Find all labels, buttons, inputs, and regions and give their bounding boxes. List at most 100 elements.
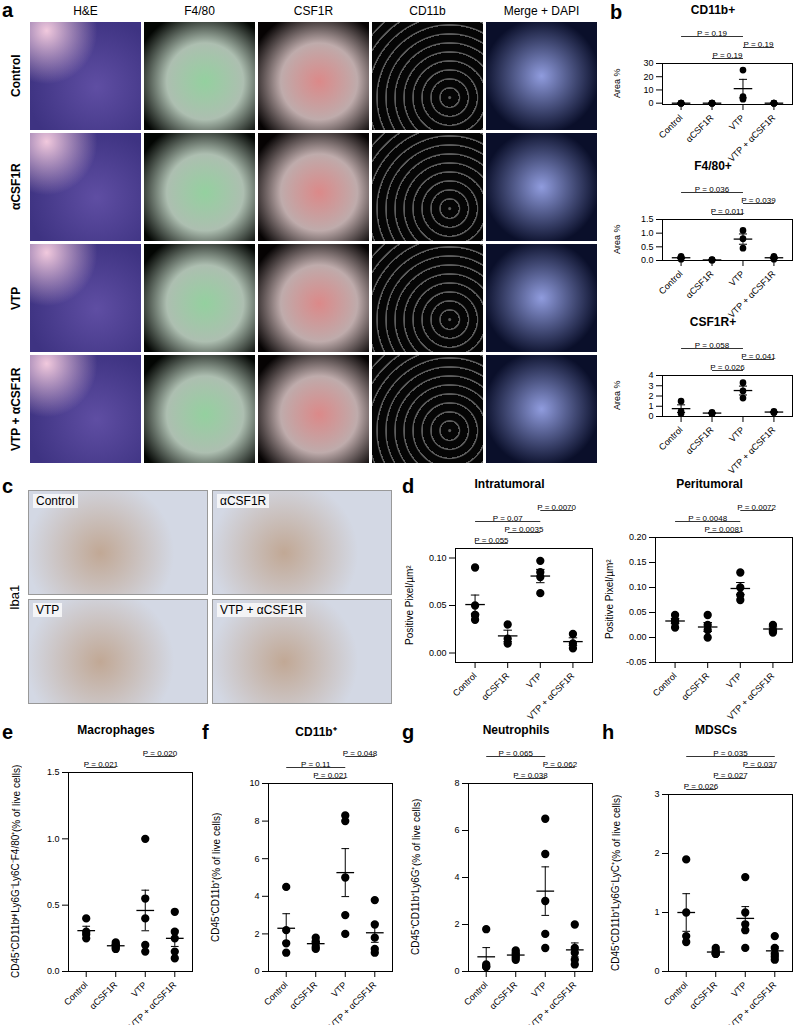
- svg-text:αCSF1R: αCSF1R: [684, 268, 716, 300]
- svg-text:αCSF1R: αCSF1R: [480, 670, 512, 702]
- svg-text:VTP: VTP: [129, 980, 148, 999]
- svg-text:P = 0.07: P = 0.07: [493, 514, 523, 523]
- svg-text:VTP + αCSF1R: VTP + αCSF1R: [527, 979, 578, 1025]
- svg-text:Control: Control: [651, 671, 679, 699]
- svg-text:0.05: 0.05: [629, 607, 647, 617]
- svg-text:0: 0: [648, 411, 653, 421]
- svg-text:Control: Control: [451, 671, 479, 699]
- svg-text:Control: Control: [657, 269, 685, 297]
- svg-text:-0.05: -0.05: [626, 657, 647, 667]
- svg-text:0.05: 0.05: [429, 600, 447, 610]
- svg-text:1.5: 1.5: [47, 767, 60, 777]
- svg-text:Control: Control: [657, 113, 685, 141]
- svg-text:2: 2: [648, 391, 653, 401]
- svg-text:P = 0.026: P = 0.026: [684, 782, 719, 791]
- svg-text:VTP + αCSF1R: VTP + αCSF1R: [725, 670, 776, 721]
- svg-text:VTP + αCSF1R: VTP + αCSF1R: [726, 112, 777, 163]
- svg-text:P = 0.19: P = 0.19: [744, 40, 774, 49]
- svg-text:VTP + αCSF1R: VTP + αCSF1R: [525, 670, 576, 721]
- svg-text:VTP + αCSF1R: VTP + αCSF1R: [726, 424, 777, 475]
- svg-text:0.5: 0.5: [47, 900, 60, 910]
- svg-text:P = 0.0072: P = 0.0072: [737, 503, 776, 512]
- svg-text:4: 4: [648, 370, 653, 380]
- svg-text:P = 0.0081: P = 0.0081: [705, 525, 744, 534]
- svg-text:1.0: 1.0: [47, 834, 60, 844]
- svg-text:Control: Control: [62, 980, 90, 1008]
- svg-text:0.5: 0.5: [641, 242, 654, 252]
- svg-text:30: 30: [643, 58, 653, 68]
- svg-text:P = 0.038: P = 0.038: [513, 771, 548, 780]
- svg-text:VTP + αCSF1R: VTP + αCSF1R: [127, 979, 178, 1025]
- svg-text:0.20: 0.20: [629, 532, 647, 542]
- svg-text:1: 1: [648, 401, 653, 411]
- svg-text:0.10: 0.10: [629, 582, 647, 592]
- svg-text:Control: Control: [657, 425, 685, 453]
- svg-text:4: 4: [454, 872, 459, 882]
- svg-text:2: 2: [254, 929, 259, 939]
- svg-text:P = 0.058: P = 0.058: [695, 341, 730, 350]
- svg-text:VTP: VTP: [729, 980, 748, 999]
- svg-text:P = 0.021: P = 0.021: [313, 771, 348, 780]
- svg-text:P = 0.039: P = 0.039: [741, 196, 776, 205]
- svg-text:0.10: 0.10: [429, 553, 447, 563]
- svg-text:6: 6: [454, 825, 459, 835]
- svg-text:2: 2: [454, 919, 459, 929]
- svg-text:10: 10: [643, 85, 653, 95]
- svg-text:αCSF1R: αCSF1R: [688, 979, 720, 1011]
- svg-text:0: 0: [648, 98, 653, 108]
- svg-text:0.0: 0.0: [641, 255, 654, 265]
- svg-text:P = 0.048: P = 0.048: [343, 749, 378, 758]
- svg-text:P = 0.19: P = 0.19: [713, 51, 743, 60]
- svg-text:0: 0: [454, 966, 459, 976]
- svg-text:0.15: 0.15: [629, 557, 647, 567]
- svg-text:αCSF1R: αCSF1R: [488, 979, 520, 1011]
- svg-text:P = 0.0048: P = 0.0048: [688, 514, 727, 523]
- svg-text:0.00: 0.00: [429, 648, 447, 658]
- svg-text:20: 20: [643, 72, 653, 82]
- svg-text:0: 0: [654, 966, 659, 976]
- svg-text:2: 2: [654, 848, 659, 858]
- svg-text:VTP: VTP: [727, 269, 746, 288]
- svg-text:8: 8: [454, 778, 459, 788]
- svg-text:P = 0.021: P = 0.021: [84, 760, 119, 769]
- svg-text:P = 0.027: P = 0.027: [713, 771, 748, 780]
- svg-text:αCSF1R: αCSF1R: [684, 424, 716, 456]
- svg-text:VTP: VTP: [727, 113, 746, 132]
- svg-text:P = 0.041: P = 0.041: [741, 352, 776, 361]
- svg-text:P = 0.020: P = 0.020: [143, 749, 178, 758]
- svg-text:P = 0.19: P = 0.19: [697, 29, 727, 38]
- svg-text:P = 0.062: P = 0.062: [543, 760, 578, 769]
- svg-text:8: 8: [254, 816, 259, 826]
- svg-text:VTP: VTP: [529, 980, 548, 999]
- svg-text:αCSF1R: αCSF1R: [288, 979, 320, 1011]
- svg-text:3: 3: [654, 789, 659, 799]
- svg-text:VTP + αCSF1R: VTP + αCSF1R: [727, 979, 778, 1025]
- svg-text:VTP: VTP: [329, 980, 348, 999]
- svg-text:6: 6: [254, 854, 259, 864]
- svg-text:P = 0.035: P = 0.035: [713, 749, 748, 758]
- svg-text:1.5: 1.5: [641, 214, 654, 224]
- svg-text:0.0: 0.0: [47, 966, 60, 976]
- svg-text:αCSF1R: αCSF1R: [88, 979, 120, 1011]
- svg-text:VTP: VTP: [524, 671, 543, 690]
- svg-text:VTP: VTP: [724, 671, 743, 690]
- svg-text:αCSF1R: αCSF1R: [680, 670, 712, 702]
- svg-text:αCSF1R: αCSF1R: [684, 112, 716, 144]
- svg-text:Control: Control: [662, 980, 690, 1008]
- svg-text:4: 4: [254, 891, 259, 901]
- svg-text:0: 0: [254, 966, 259, 976]
- svg-text:10: 10: [249, 778, 259, 788]
- svg-text:0.00: 0.00: [629, 632, 647, 642]
- svg-text:P = 0.055: P = 0.055: [474, 536, 509, 545]
- svg-text:P = 0.026: P = 0.026: [710, 363, 745, 372]
- svg-text:P = 0.011: P = 0.011: [711, 207, 745, 216]
- svg-text:P = 0.0070: P = 0.0070: [537, 503, 576, 512]
- svg-text:P = 0.0035: P = 0.0035: [505, 525, 544, 534]
- svg-text:P = 0.065: P = 0.065: [499, 749, 534, 758]
- svg-text:Control: Control: [262, 980, 290, 1008]
- svg-text:P = 0.037: P = 0.037: [743, 760, 778, 769]
- svg-text:VTP + αCSF1R: VTP + αCSF1R: [327, 979, 378, 1025]
- svg-text:1.0: 1.0: [641, 228, 654, 238]
- svg-text:VTP: VTP: [727, 425, 746, 444]
- svg-text:3: 3: [648, 381, 653, 391]
